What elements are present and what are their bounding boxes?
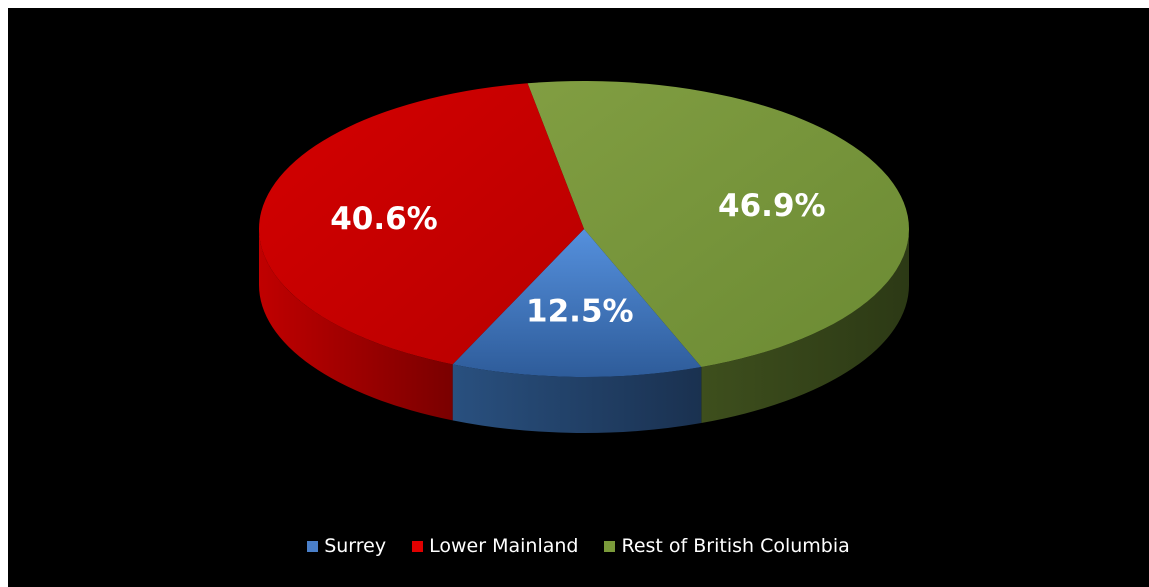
legend-item-rest-bc: Rest of British Columbia (604, 535, 850, 557)
data-label-lower-mainland: 40.6% (330, 201, 438, 237)
data-label-surrey: 12.5% (526, 293, 634, 329)
slice-side-surrey (452, 364, 702, 433)
legend-item-surrey: Surrey (307, 535, 386, 557)
legend-item-lower-mainland: Lower Mainland (412, 535, 578, 557)
legend-label-surrey: Surrey (324, 535, 387, 557)
slice-tops (258, 81, 909, 377)
slice-side-rest-bc (701, 229, 909, 424)
slice-rest-bc (527, 81, 909, 368)
legend-swatch-rest-bc (604, 540, 616, 552)
slice-side-lower-mainland (259, 229, 453, 421)
slice-sides (259, 229, 909, 433)
chart-panel: 46.9% 12.5% 40.6% Surrey Lower Mainland Rest… (8, 8, 1149, 587)
data-label-rest-bc: 46.9% (718, 188, 826, 224)
slice-surrey (452, 229, 702, 377)
slice-lower-mainland (258, 83, 584, 365)
legend: Surrey Lower Mainland Rest of British Colu… (8, 535, 1149, 557)
legend-swatch-lower-mainland (412, 540, 424, 552)
pie-chart: 46.9% 12.5% 40.6% (258, 81, 909, 433)
legend-label-lower-mainland: Lower Mainland (429, 535, 579, 557)
legend-swatch-surrey (307, 540, 319, 552)
legend-label-rest-bc: Rest of British Columbia (621, 535, 850, 557)
slice-labels: 46.9% 12.5% 40.6% (330, 188, 825, 329)
